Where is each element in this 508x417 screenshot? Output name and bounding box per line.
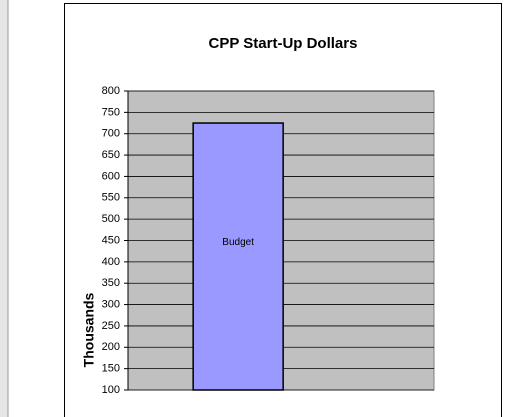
chart-title: CPP Start-Up Dollars xyxy=(209,35,358,52)
y-tick-label: 250 xyxy=(102,320,120,332)
y-tick-label: 200 xyxy=(102,341,120,353)
y-tick-label: 800 xyxy=(102,85,120,97)
y-tick-label: 500 xyxy=(102,213,120,225)
y-tick-label: 350 xyxy=(102,277,120,289)
y-tick-label: 400 xyxy=(102,256,120,268)
y-tick-label: 650 xyxy=(102,149,120,161)
y-tick-label: 750 xyxy=(102,106,120,118)
y-tick-label: 450 xyxy=(102,234,120,246)
y-tick-label: 550 xyxy=(102,192,120,204)
y-tick-label: 100 xyxy=(102,384,120,396)
category-label: Budget xyxy=(222,237,254,248)
y-tick-label: 300 xyxy=(102,298,120,310)
y-axis-title: Thousands xyxy=(81,292,97,367)
y-tick-label: 600 xyxy=(102,170,120,182)
bar xyxy=(192,122,284,391)
y-tick-label: 700 xyxy=(102,128,120,140)
y-tick-label: 150 xyxy=(102,363,120,375)
side-strip xyxy=(0,0,8,417)
